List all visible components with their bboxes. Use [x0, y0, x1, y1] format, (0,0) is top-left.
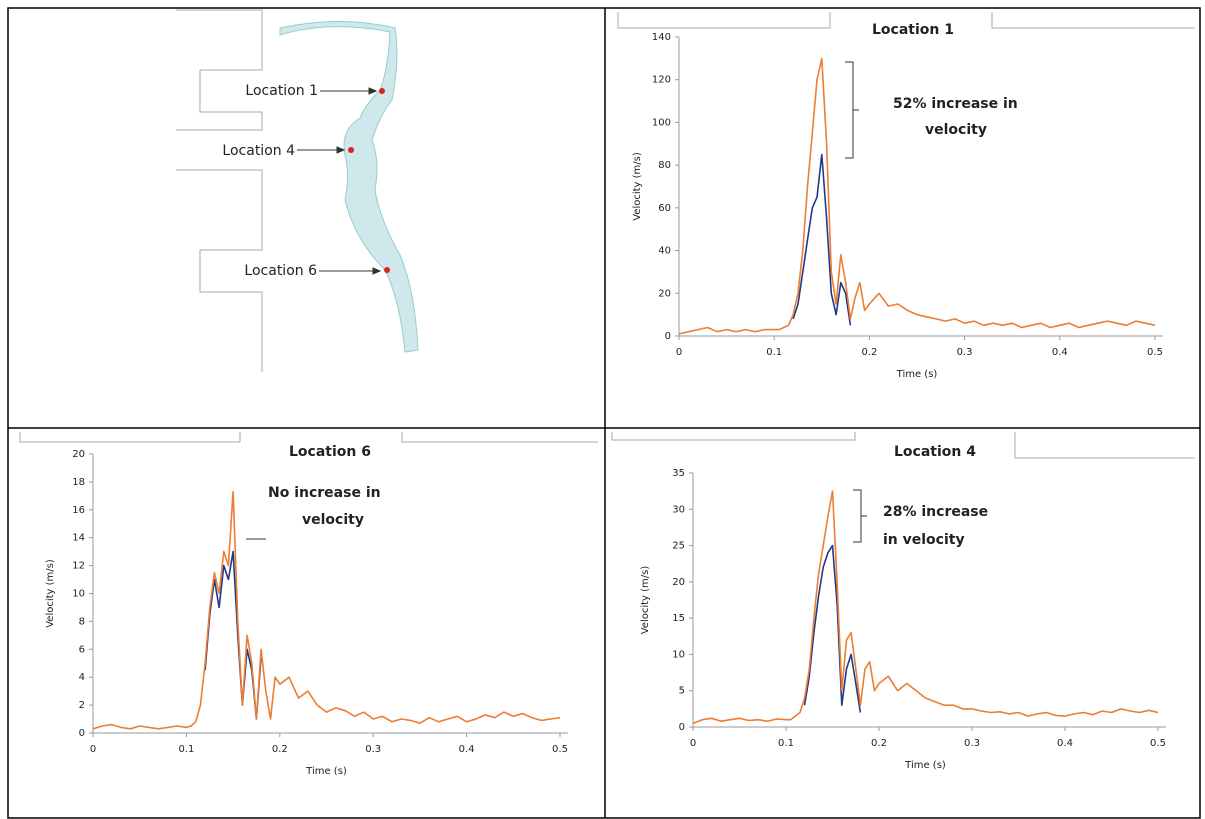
x-tick-label: 0.4 — [1057, 738, 1073, 749]
x-tick-label: 0.2 — [871, 738, 887, 749]
series-line — [92, 490, 561, 730]
x-tick-label: 0.5 — [552, 744, 568, 755]
chart-title: Location 1 — [872, 22, 954, 38]
y-tick-label: 18 — [72, 477, 85, 488]
arrowhead — [372, 267, 382, 275]
x-tick-label: 0 — [690, 738, 696, 749]
x-tick-label: 0 — [90, 744, 96, 755]
y-axis-label: Velocity (m/s) — [640, 566, 651, 635]
x-tick-label: 0.2 — [272, 744, 288, 755]
y-tick-label: 2 — [79, 700, 85, 711]
location-dot — [348, 147, 354, 153]
arrowhead — [368, 87, 378, 95]
y-tick-label: 0 — [679, 722, 685, 733]
x-tick-label: 0.2 — [861, 347, 877, 358]
bracket — [845, 61, 859, 159]
table-frame — [7, 7, 1201, 819]
decor — [176, 169, 263, 372]
y-tick-label: 6 — [79, 644, 85, 655]
location-label: Location 1 — [245, 83, 318, 99]
x-tick-label: 0.1 — [778, 738, 794, 749]
y-tick-label: 0 — [665, 331, 671, 342]
y-tick-label: 35 — [672, 468, 685, 479]
y-tick-label: 0 — [79, 728, 85, 739]
y-axis-label: Velocity (m/s) — [632, 152, 643, 221]
y-tick-label: 40 — [658, 246, 671, 257]
series-line — [803, 544, 862, 713]
y-tick-label: 80 — [658, 160, 671, 171]
x-tick-label: 0.3 — [365, 744, 381, 755]
y-tick-label: 10 — [72, 589, 85, 600]
y-tick-label: 120 — [652, 75, 671, 86]
x-tick-label: 0.1 — [178, 744, 194, 755]
y-tick-label: 12 — [72, 561, 85, 572]
location-dot — [379, 88, 385, 94]
decor — [611, 432, 856, 441]
y-axis-label: Velocity (m/s) — [45, 559, 56, 628]
y-tick-label: 100 — [652, 117, 671, 128]
y-tick-label: 4 — [79, 672, 85, 683]
location-dot — [384, 267, 390, 273]
y-tick-label: 20 — [672, 577, 685, 588]
arrows — [297, 87, 382, 275]
decor — [991, 12, 1195, 29]
y-tick-label: 60 — [658, 203, 671, 214]
y-tick-label: 10 — [672, 649, 685, 660]
decor — [617, 12, 831, 29]
y-tick-label: 20 — [72, 449, 85, 460]
annotation: 52% increase in — [893, 96, 1018, 112]
x-tick-label: 0 — [676, 347, 682, 358]
chart-title: Location 4 — [894, 444, 976, 460]
y-tick-label: 14 — [72, 533, 85, 544]
x-axis-label: Time (s) — [896, 369, 938, 380]
x-tick-label: 0.3 — [957, 347, 973, 358]
decor — [1014, 432, 1195, 459]
arrowhead — [336, 146, 346, 154]
location-label: Location 6 — [244, 263, 317, 279]
table-border — [7, 7, 1201, 819]
decor — [176, 9, 263, 131]
location-label: Location 4 — [222, 143, 295, 159]
x-tick-label: 0.5 — [1147, 347, 1163, 358]
x-tick-label: 0.5 — [1150, 738, 1166, 749]
x-tick-label: 0.3 — [964, 738, 980, 749]
y-tick-label: 15 — [672, 613, 685, 624]
airway-diagram: Location 1 Location 4 Location 6 — [222, 21, 419, 353]
x-tick-label: 0.4 — [459, 744, 475, 755]
y-tick-label: 8 — [79, 616, 85, 627]
annotation: velocity — [302, 512, 364, 528]
x-axis-label: Time (s) — [305, 766, 347, 777]
annotation: 28% increase — [883, 504, 988, 520]
y-tick-label: 5 — [679, 686, 685, 697]
chart-title: Location 6 — [289, 444, 371, 460]
decor — [401, 432, 598, 443]
annotation: velocity — [925, 122, 987, 138]
annotation: No increase in — [268, 485, 381, 501]
annotation: in velocity — [883, 532, 965, 548]
series-line — [678, 57, 1156, 335]
airway-shape — [279, 21, 419, 353]
decor-lines — [19, 9, 1195, 459]
decor — [19, 432, 241, 443]
y-tick-label: 140 — [652, 32, 671, 43]
x-axis-label: Time (s) — [904, 760, 946, 771]
x-tick-label: 0.1 — [766, 347, 782, 358]
bracket — [853, 489, 867, 543]
series-line — [792, 153, 852, 326]
series-line — [692, 490, 1159, 725]
y-tick-label: 30 — [672, 504, 685, 515]
y-tick-label: 16 — [72, 505, 85, 516]
y-tick-label: 20 — [658, 288, 671, 299]
y-tick-label: 25 — [672, 541, 685, 552]
x-tick-label: 0.4 — [1052, 347, 1068, 358]
